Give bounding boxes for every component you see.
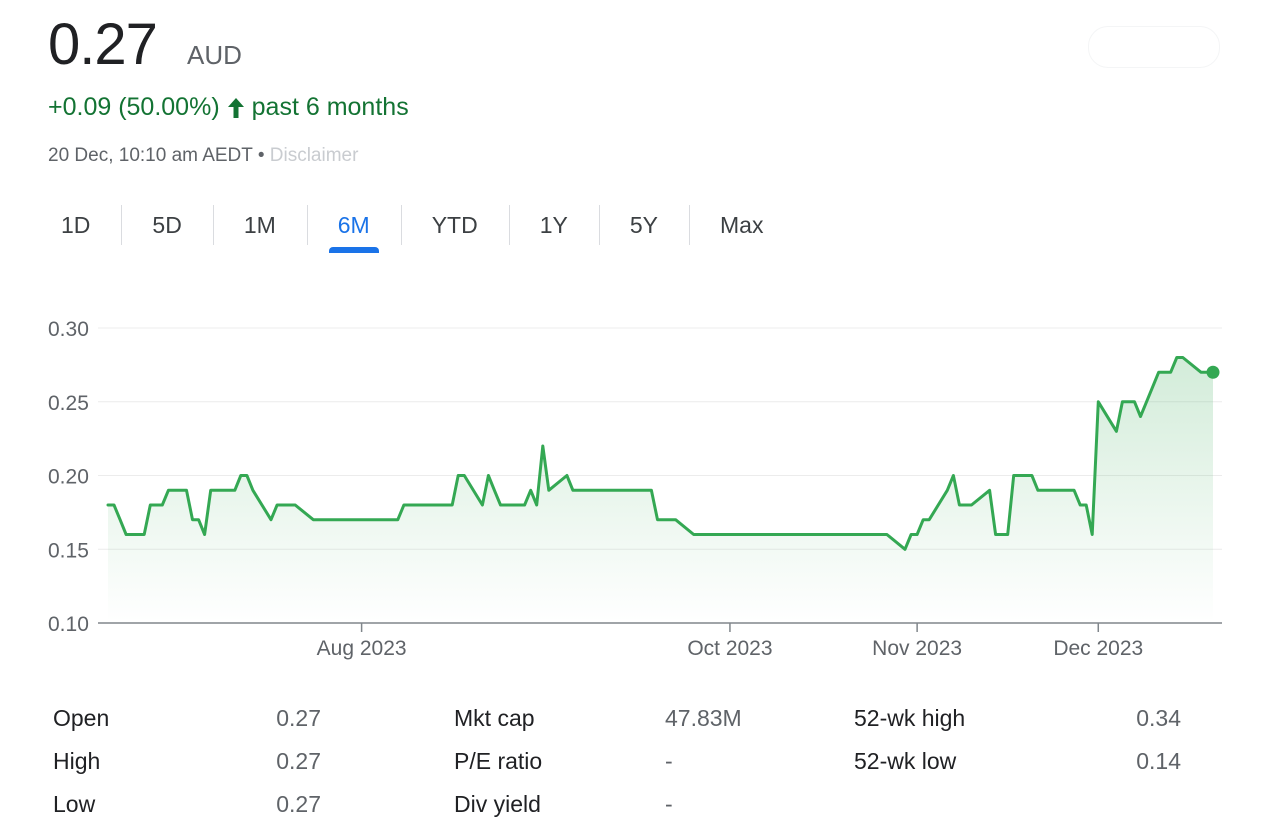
- tab-ytd[interactable]: YTD: [400, 203, 509, 247]
- tab-6m[interactable]: 6M: [306, 203, 401, 253]
- x-tick-label: Dec 2023: [1053, 637, 1143, 660]
- y-tick-label: 0.20: [48, 466, 89, 489]
- tab-5y[interactable]: 5Y: [598, 203, 689, 247]
- tab-5d[interactable]: 5D: [121, 203, 212, 247]
- current-price: 0.27: [48, 12, 158, 77]
- x-tick-label: Aug 2023: [317, 637, 407, 660]
- tab-label: 1D: [61, 211, 91, 238]
- disclaimer-link[interactable]: Disclaimer: [269, 145, 359, 166]
- header-decoration: [1088, 26, 1220, 68]
- stat-label: 52-wk low: [854, 748, 957, 774]
- tab-label: Max: [720, 211, 764, 238]
- tab-label: 1M: [243, 211, 276, 238]
- stats-row: Low 0.27 Div yield -: [53, 786, 1193, 829]
- x-tick-label: Oct 2023: [687, 637, 772, 660]
- y-tick-label: 0.25: [48, 392, 89, 415]
- price-series-line: [106, 356, 1215, 551]
- tab-label: 1Y: [539, 211, 568, 238]
- stat-value: 0.14: [1136, 748, 1181, 774]
- stat-value: -: [665, 748, 673, 774]
- currency-label: AUD: [187, 40, 242, 70]
- x-tick-label: Nov 2023: [872, 637, 962, 660]
- tab-label: 5Y: [629, 211, 658, 238]
- tab-1y[interactable]: 1Y: [508, 203, 599, 247]
- price-change: +0.09 (50.00%) past 6 months: [48, 93, 409, 122]
- stat-label: P/E ratio: [454, 748, 543, 774]
- range-tabs: 1D 5D 1M 6M YTD 1Y 5Y Max: [30, 203, 794, 255]
- tab-label: 6M: [337, 211, 370, 238]
- change-value: +0.09 (50.00%): [48, 93, 220, 121]
- tab-1m[interactable]: 1M: [212, 203, 307, 247]
- stats-row: High 0.27 P/E ratio - 52-wk low 0.14: [53, 743, 1193, 786]
- tab-label: YTD: [431, 211, 478, 238]
- stat-value: 0.27: [276, 748, 321, 774]
- arrow-up-icon: [227, 97, 245, 119]
- tab-label: 5D: [152, 211, 182, 238]
- stat-label: Mkt cap: [454, 705, 535, 731]
- timestamp: 20 Dec, 10:10 am AEDT • Disclaimer: [48, 145, 358, 167]
- stat-label: Open: [53, 705, 110, 731]
- price-chart: 0.30 0.25 0.20 0.15 0.10 Aug 2023 Oct 2023 Nov …: [48, 318, 1222, 660]
- tab-1d[interactable]: 1D: [30, 203, 121, 247]
- stat-label: High: [53, 748, 101, 774]
- timestamp-text: 20 Dec, 10:10 am AEDT •: [48, 145, 265, 166]
- y-tick-label: 0.15: [48, 539, 89, 562]
- stats-row: Open 0.27 Mkt cap 47.83M 52-wk high 0.34: [53, 700, 1193, 743]
- stat-value: 0.27: [276, 705, 321, 731]
- active-tab-indicator: [328, 247, 379, 253]
- stat-value: 0.27: [276, 791, 321, 817]
- price-area-fill: [108, 357, 1213, 622]
- stat-value: 47.83M: [665, 705, 742, 731]
- stat-label: Div yield: [454, 791, 541, 817]
- stats-table: Open 0.27 Mkt cap 47.83M 52-wk high 0.34 High 0…: [53, 700, 1193, 829]
- y-tick-label: 0.10: [48, 613, 89, 636]
- stat-label: Low: [53, 791, 96, 817]
- y-tick-label: 0.30: [48, 318, 89, 341]
- last-price-marker: [1206, 365, 1220, 379]
- stat-value: -: [665, 791, 673, 817]
- tab-max[interactable]: Max: [689, 203, 794, 247]
- stat-label: 52-wk high: [854, 705, 966, 731]
- stat-value: 0.34: [1136, 705, 1181, 731]
- change-period: past 6 months: [251, 93, 409, 121]
